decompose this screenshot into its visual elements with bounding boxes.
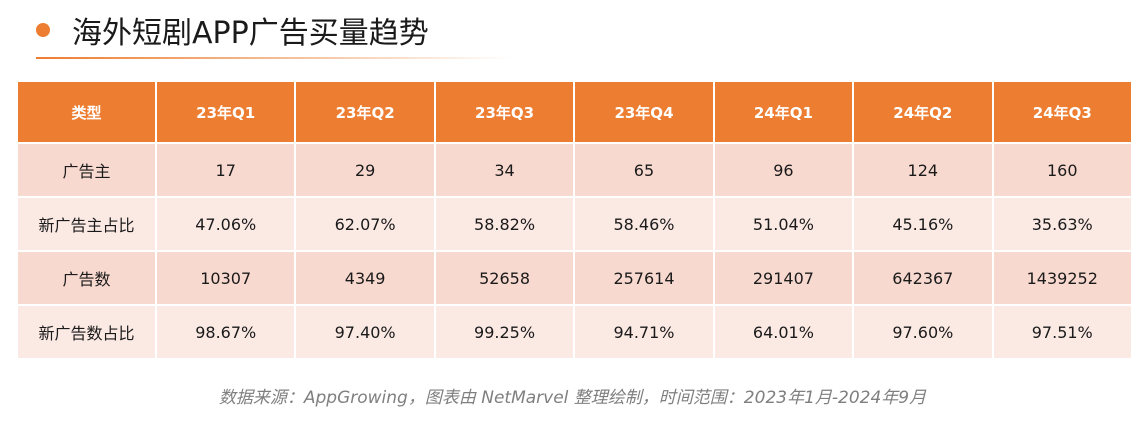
table-cell: 4349 <box>294 250 436 306</box>
table-cell: 35.63% <box>991 196 1134 252</box>
table-cell: 58.46% <box>573 196 715 252</box>
column-header: 23年Q1 <box>154 80 297 144</box>
page-title: 海外短剧APP广告买量趋势 <box>72 16 429 51</box>
row-label: 广告主 <box>16 142 157 198</box>
table-row: 广告主 17 29 34 65 96 124 160 <box>16 142 1134 198</box>
row-label: 广告数 <box>16 250 157 306</box>
table-row: 广告数 10307 4349 52658 257614 291407 64236… <box>16 250 1134 306</box>
orange-dot-icon <box>36 23 50 37</box>
table-row: 新广告数占比 98.67% 97.40% 99.25% 94.71% 64.01… <box>16 304 1134 360</box>
title-bar: 海外短剧APP广告买量趋势 <box>36 6 429 54</box>
table-cell: 257614 <box>573 250 715 306</box>
table-cell: 64.01% <box>712 304 855 360</box>
column-header: 24年Q3 <box>991 80 1134 144</box>
table-cell: 51.04% <box>712 196 855 252</box>
table-cell: 17 <box>154 142 297 198</box>
source-note: 数据来源：AppGrowing，图表由 NetMarvel 整理绘制，时间范围：… <box>218 388 927 408</box>
title-underline <box>36 57 512 59</box>
column-header-type: 类型 <box>16 80 157 144</box>
table-header-row: 类型 23年Q1 23年Q2 23年Q3 23年Q4 24年Q1 24年Q2 2… <box>16 80 1134 144</box>
table-cell: 124 <box>852 142 994 198</box>
ad-trend-table: 类型 23年Q1 23年Q2 23年Q3 23年Q4 24年Q1 24年Q2 2… <box>16 80 1134 360</box>
table-cell: 291407 <box>712 250 855 306</box>
table-cell: 97.60% <box>852 304 994 360</box>
row-label: 新广告数占比 <box>16 304 157 360</box>
table-cell: 99.25% <box>433 304 576 360</box>
row-label: 新广告主占比 <box>16 196 157 252</box>
table-cell: 97.51% <box>991 304 1134 360</box>
table-cell: 45.16% <box>852 196 994 252</box>
table-cell: 47.06% <box>154 196 297 252</box>
table-cell: 65 <box>573 142 715 198</box>
table-cell: 10307 <box>154 250 297 306</box>
table-cell: 642367 <box>852 250 994 306</box>
table-cell: 52658 <box>433 250 576 306</box>
table-cell: 96 <box>712 142 855 198</box>
column-header: 23年Q2 <box>294 80 436 144</box>
table-cell: 29 <box>294 142 436 198</box>
table-cell: 62.07% <box>294 196 436 252</box>
table-cell: 34 <box>433 142 576 198</box>
table-cell: 58.82% <box>433 196 576 252</box>
table-cell: 1439252 <box>991 250 1134 306</box>
table-cell: 160 <box>991 142 1134 198</box>
column-header: 24年Q2 <box>852 80 994 144</box>
table-row: 新广告主占比 47.06% 62.07% 58.82% 58.46% 51.04… <box>16 196 1134 252</box>
table-cell: 98.67% <box>154 304 297 360</box>
column-header: 23年Q3 <box>433 80 576 144</box>
column-header: 24年Q1 <box>712 80 855 144</box>
table-cell: 94.71% <box>573 304 715 360</box>
column-header: 23年Q4 <box>573 80 715 144</box>
table-cell: 97.40% <box>294 304 436 360</box>
